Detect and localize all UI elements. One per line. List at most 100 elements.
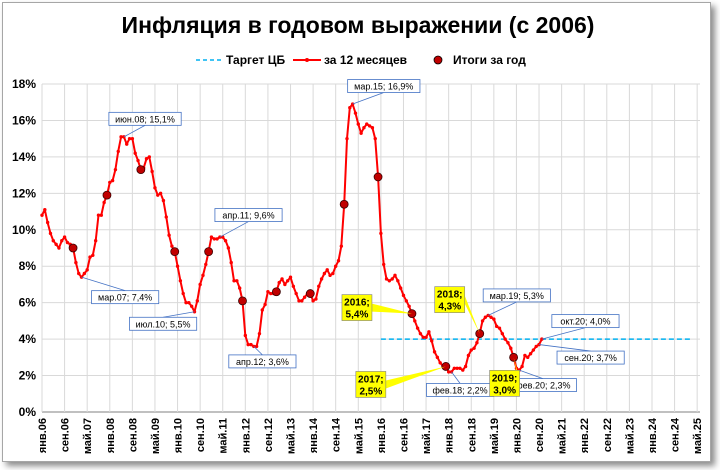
callout-label: мар.15; 16,9% — [354, 82, 413, 92]
series-point — [187, 300, 191, 305]
series-point — [57, 246, 61, 250]
series-point — [88, 255, 92, 259]
series-point — [263, 302, 267, 307]
x-tick-label: янв.16 — [376, 418, 388, 453]
series-point — [91, 253, 95, 257]
callout-label: июн.08; 15,1% — [115, 114, 175, 124]
series-point — [43, 208, 47, 212]
series-point — [280, 277, 284, 281]
series-point — [350, 102, 355, 106]
x-tick-label: сен.16 — [398, 418, 410, 452]
callout-box — [556, 350, 625, 365]
y-tick-label: 16% — [12, 113, 36, 127]
series-point — [486, 313, 490, 318]
year-box-value: 5,4% — [346, 310, 369, 321]
series-point — [237, 286, 242, 290]
x-tick-label: янв.24 — [647, 417, 659, 453]
callout-leader — [352, 92, 384, 105]
series-point — [150, 169, 154, 174]
series-point — [300, 299, 304, 303]
x-tick-label: май.13 — [286, 418, 298, 454]
callout-leader — [519, 369, 543, 379]
x-tick-label: янв.12 — [240, 418, 252, 453]
year-box-label: 2019; — [492, 373, 518, 384]
series-point — [215, 237, 219, 241]
x-tick-label: май.21 — [557, 418, 569, 454]
series-point — [198, 282, 202, 287]
series-point — [390, 277, 394, 281]
series-point — [336, 259, 341, 263]
series-point — [156, 193, 160, 197]
year-box-pointer — [464, 295, 480, 334]
series-point — [328, 273, 332, 278]
series-point — [353, 111, 358, 115]
series-point — [266, 290, 270, 294]
series-point — [362, 126, 366, 130]
year-box — [355, 371, 387, 398]
callout-leader — [541, 327, 586, 340]
series-point — [472, 346, 476, 350]
series-point — [161, 198, 166, 203]
y-tick-label: 18% — [12, 77, 36, 91]
series-line — [41, 103, 543, 373]
series-point — [435, 355, 440, 360]
series-point — [82, 271, 87, 276]
callout-leader — [219, 221, 249, 238]
series-point — [446, 370, 451, 374]
x-tick-label: янв.18 — [444, 418, 456, 453]
series-point — [438, 361, 442, 365]
x-tick-label: янв.14 — [308, 417, 320, 453]
series-point — [494, 324, 499, 329]
series-point — [65, 240, 70, 245]
series-yearly — [68, 165, 519, 371]
series-point — [40, 213, 44, 217]
x-tick-label: сен.20 — [534, 418, 546, 452]
series-point — [60, 239, 64, 243]
year-box-label: 2017; — [358, 374, 384, 385]
callout-leader — [163, 311, 195, 318]
yearly-point — [339, 199, 349, 209]
series-point — [235, 279, 239, 283]
series-point — [48, 231, 53, 236]
year-box-pointer — [385, 366, 446, 389]
series-point — [147, 155, 152, 159]
series-point — [45, 220, 50, 225]
year-box-value: 2,5% — [359, 386, 382, 397]
callout-box — [551, 314, 620, 329]
x-tick-label: май.09 — [150, 418, 162, 454]
x-tick-label: май.19 — [489, 418, 501, 454]
series-point — [144, 157, 149, 161]
series-point — [254, 344, 259, 349]
series-point — [209, 235, 214, 239]
series-point — [212, 237, 216, 241]
series-point — [461, 368, 465, 372]
series-point — [367, 124, 372, 128]
series-point — [387, 279, 392, 283]
series-point — [404, 299, 409, 303]
y-tick-label: 6% — [19, 296, 37, 310]
series-point — [475, 341, 479, 345]
series-point — [314, 297, 318, 301]
series-point — [269, 291, 273, 296]
series-point — [322, 271, 327, 276]
y-tick-label: 2% — [19, 369, 37, 383]
x-tick-label: сен.12 — [263, 418, 275, 452]
series-point — [534, 344, 538, 349]
series-point — [283, 282, 287, 287]
series-point — [257, 331, 262, 336]
series-point — [133, 151, 137, 155]
callout-leader — [488, 301, 517, 316]
series-point — [291, 284, 296, 288]
x-tick-label: май.23 — [624, 418, 636, 454]
series-point — [232, 279, 236, 283]
callout-box — [108, 111, 182, 126]
yearly-point — [238, 296, 247, 306]
series-point — [170, 244, 174, 248]
series-point — [537, 342, 541, 347]
y-tick-label: 4% — [19, 332, 37, 346]
yearly-point — [204, 247, 214, 257]
callout-box — [482, 288, 551, 303]
x-tick-label: май.15 — [353, 418, 365, 454]
series-point — [413, 319, 417, 323]
series-point — [382, 262, 386, 267]
